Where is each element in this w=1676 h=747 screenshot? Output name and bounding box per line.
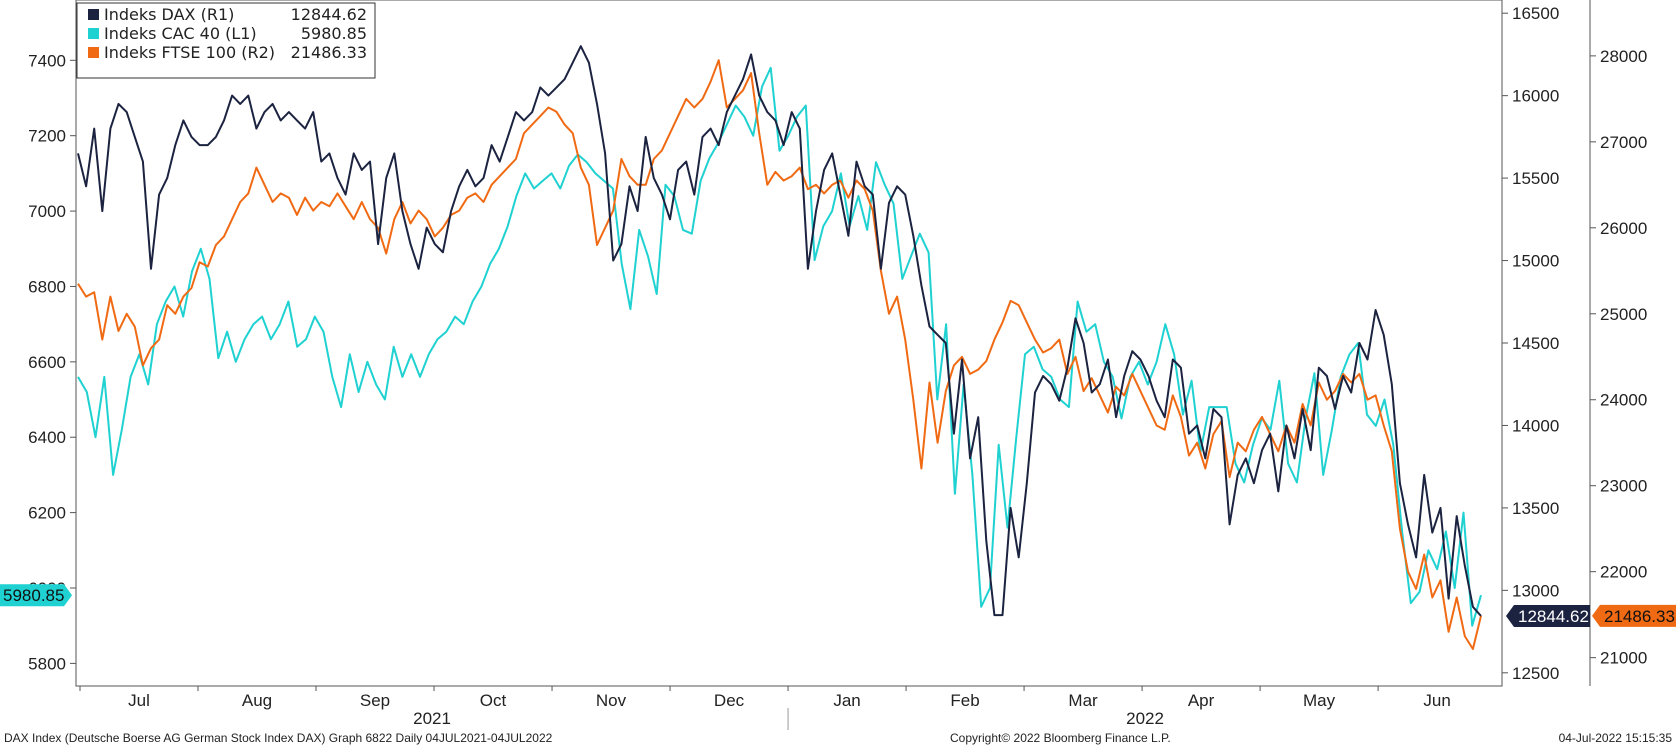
r1-tick-label: 16500 bbox=[1512, 4, 1559, 23]
last-value-tags: 5980.85 12844.62 21486.33 bbox=[0, 584, 1676, 627]
l1-tick-label: 6800 bbox=[28, 277, 66, 296]
r1-tick-label: 13000 bbox=[1512, 581, 1559, 600]
x-month-label: May bbox=[1303, 691, 1336, 710]
last-value-text: 12844.62 bbox=[1518, 607, 1589, 626]
x-month-label: Oct bbox=[480, 691, 507, 710]
left-axis-l1: 740072007000680066006400620060005800 bbox=[28, 51, 76, 673]
legend: Indeks DAX (R1) 12844.62 Indeks CAC 40 (L1… bbox=[76, 2, 376, 79]
legend-swatch bbox=[88, 9, 99, 20]
footer-copyright: Copyright© 2022 Bloomberg Finance L.P. bbox=[950, 731, 1171, 745]
legend-swatch bbox=[88, 28, 99, 39]
legend-box bbox=[76, 2, 376, 79]
x-month-label: Feb bbox=[950, 691, 979, 710]
last-value-text: 21486.33 bbox=[1604, 607, 1675, 626]
x-year-label: 2021 bbox=[413, 709, 451, 728]
r2-tick-label: 28000 bbox=[1600, 47, 1647, 66]
l1-tick-label: 7000 bbox=[28, 202, 66, 221]
r2-tick-label: 22000 bbox=[1600, 563, 1647, 582]
legend-series-value: 5980.85 bbox=[301, 24, 367, 43]
footer-timestamp: 04-Jul-2022 15:15:35 bbox=[1559, 731, 1673, 745]
x-year-label: 2022 bbox=[1126, 709, 1164, 728]
x-month-label: Dec bbox=[714, 691, 745, 710]
legend-series-name: Indeks DAX (R1) bbox=[104, 5, 234, 24]
x-month-label: Jun bbox=[1423, 691, 1450, 710]
r1-tick-label: 12500 bbox=[1512, 664, 1559, 683]
r1-tick-label: 16000 bbox=[1512, 87, 1559, 106]
last-value-tag-2 bbox=[1592, 604, 1676, 627]
r1-tick-label: 13500 bbox=[1512, 499, 1559, 518]
r2-tick-label: 24000 bbox=[1600, 391, 1647, 410]
series-layer bbox=[77, 45, 1482, 650]
x-month-label: Jan bbox=[833, 691, 860, 710]
r1-tick-label: 15500 bbox=[1512, 169, 1559, 188]
legend-series-value: 21486.33 bbox=[291, 43, 367, 62]
r1-tick-label: 14000 bbox=[1512, 416, 1559, 435]
r2-tick-label: 27000 bbox=[1600, 133, 1647, 152]
r2-tick-label: 21000 bbox=[1600, 649, 1647, 668]
l1-tick-label: 6200 bbox=[28, 504, 66, 523]
footer-left: DAX Index (Deutsche Boerse AG German Sto… bbox=[4, 731, 553, 745]
series-line-1 bbox=[77, 66, 1482, 627]
last-value-tag-1 bbox=[0, 584, 72, 607]
x-axis: Jul Aug Sep Oct Nov Dec Jan Feb Mar Apr May Jun 2021… bbox=[79, 686, 1451, 730]
l1-tick-label: 5800 bbox=[28, 654, 66, 673]
x-month-label: Sep bbox=[360, 691, 390, 710]
legend-series-name: Indeks FTSE 100 (R2) bbox=[104, 43, 275, 62]
right-axis-r1: 16500 16000 15500 15000 14500 14000 13500 13000… bbox=[1502, 4, 1559, 683]
x-month-label: Nov bbox=[596, 691, 627, 710]
r2-tick-label: 26000 bbox=[1600, 219, 1647, 238]
l1-tick-label: 6400 bbox=[28, 428, 66, 447]
r1-tick-label: 15000 bbox=[1512, 252, 1559, 271]
l1-tick-label: 7200 bbox=[28, 127, 66, 146]
r1-tick-label: 14500 bbox=[1512, 334, 1559, 353]
last-value-text: 5980.85 bbox=[3, 586, 64, 605]
x-month-label: Jul bbox=[128, 691, 150, 710]
l1-tick-label: 6600 bbox=[28, 353, 66, 372]
r2-tick-label: 25000 bbox=[1600, 305, 1647, 324]
last-value-tag-0 bbox=[1506, 604, 1590, 627]
r2-tick-label: 23000 bbox=[1600, 477, 1647, 496]
x-month-label: Aug bbox=[242, 691, 272, 710]
legend-series-name: Indeks CAC 40 (L1) bbox=[104, 24, 257, 43]
x-month-label: Apr bbox=[1188, 691, 1215, 710]
legend-series-value: 12844.62 bbox=[291, 5, 367, 24]
legend-swatch bbox=[88, 47, 99, 58]
right-axis-r2: 28000 27000 26000 25000 24000 23000 22000 21000 bbox=[1589, 0, 1647, 686]
series-line-0 bbox=[77, 45, 1482, 617]
x-month-label: Mar bbox=[1068, 691, 1098, 710]
series-line-2 bbox=[77, 59, 1482, 650]
l1-tick-label: 7400 bbox=[28, 51, 66, 70]
